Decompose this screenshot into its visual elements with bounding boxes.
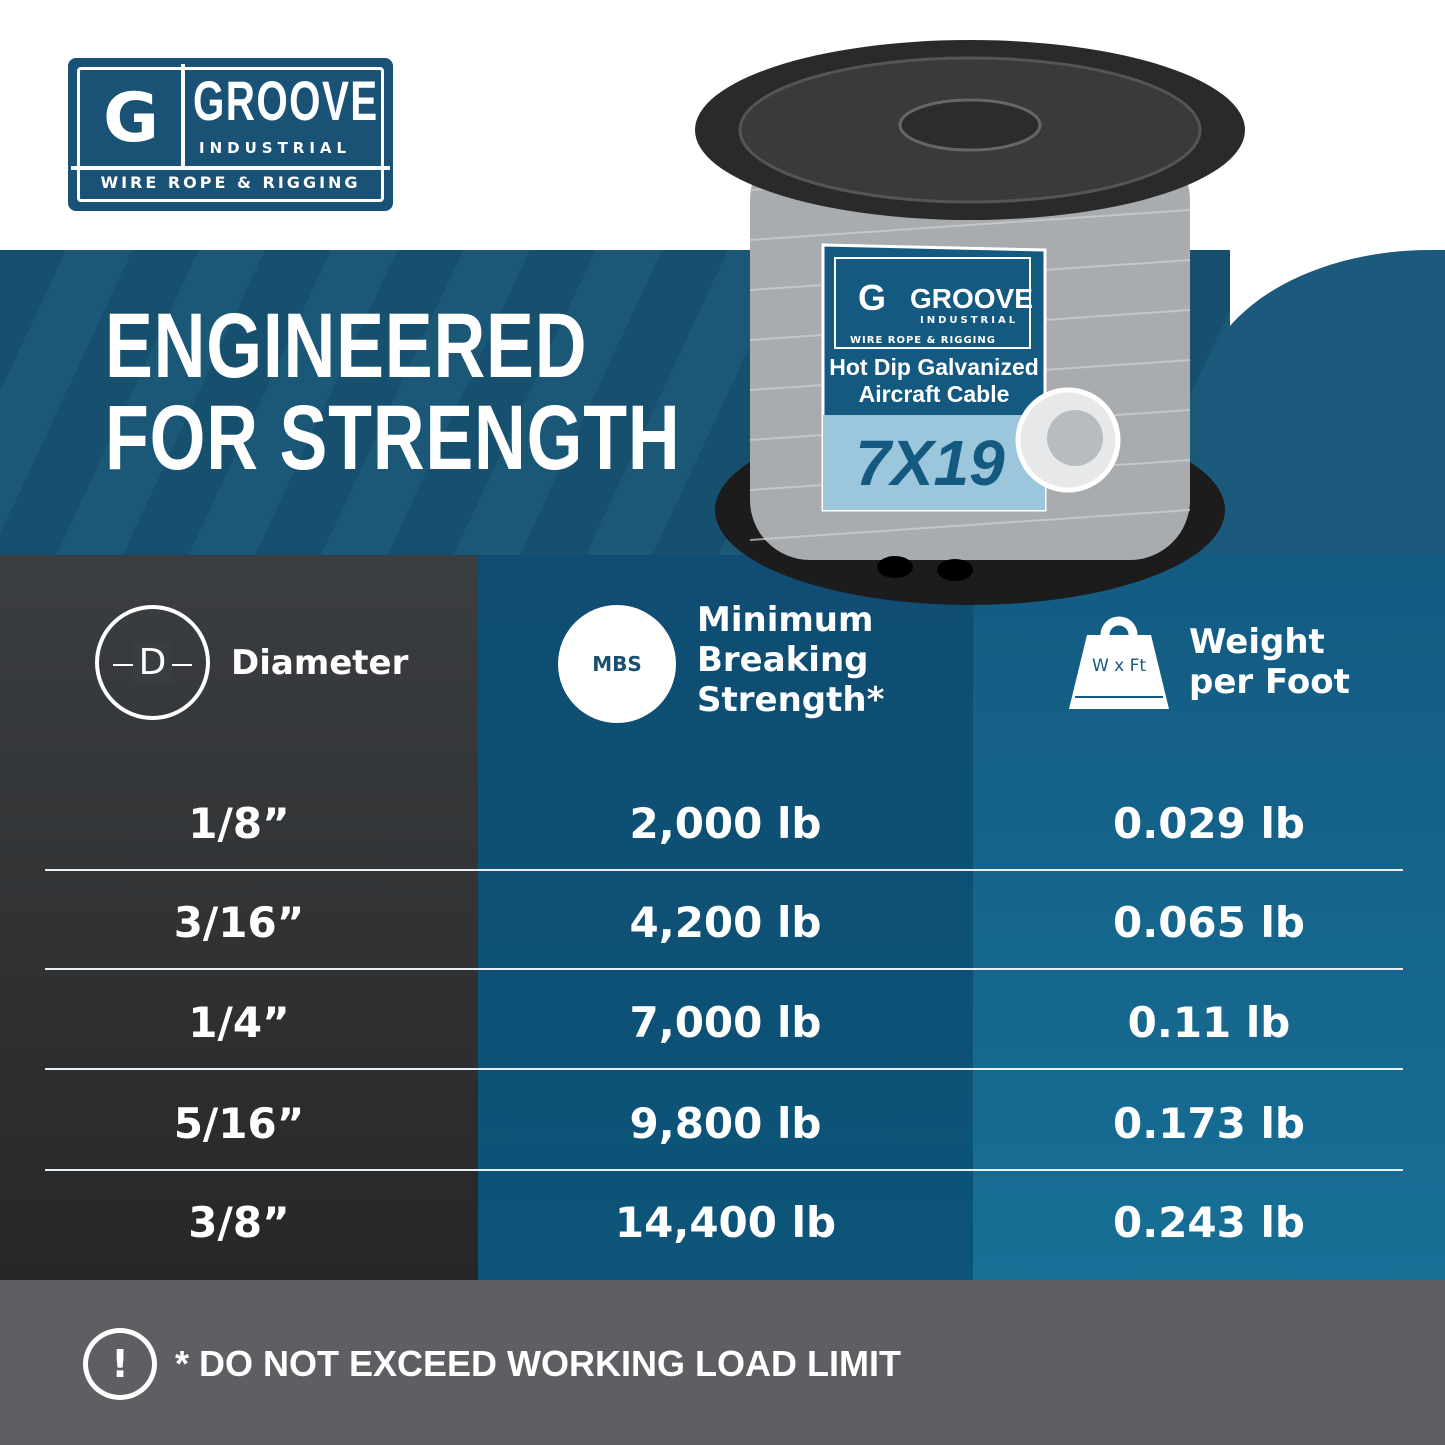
cell-weight: 0.243 lb <box>1113 1197 1305 1247</box>
cell-mbs: 2,000 lb <box>629 798 822 848</box>
header-weight: Weight per Foot <box>1189 622 1350 702</box>
cell-diameter: 3/16” <box>173 897 305 947</box>
cell-mbs: 7,000 lb <box>629 997 822 1047</box>
mbs-icon: MBS <box>558 605 676 723</box>
table-row: 1/8” 2,000 lb 0.029 lb <box>0 773 1445 873</box>
diameter-icon: D <box>95 605 210 720</box>
warning-text: * DO NOT EXCEED WORKING LOAD LIMIT <box>175 1343 901 1384</box>
label-brand: GROOVE <box>910 283 1033 314</box>
label-construction: 7X19 <box>855 427 1005 499</box>
cell-mbs: 4,200 lb <box>629 897 822 947</box>
footer-bar <box>0 1280 1445 1445</box>
cell-mbs: 14,400 lb <box>614 1197 837 1247</box>
label-line1: Hot Dip Galvanized <box>829 354 1039 380</box>
cell-mbs: 9,800 lb <box>629 1098 822 1148</box>
logo-sub: INDUSTRIAL <box>199 139 352 157</box>
row-divider <box>45 968 1403 970</box>
diameter-column <box>0 555 478 1280</box>
cell-weight: 0.029 lb <box>1113 798 1305 848</box>
label-line2: Aircraft Cable <box>859 381 1010 407</box>
svg-text:G: G <box>858 277 886 318</box>
cell-weight: 0.173 lb <box>1113 1098 1305 1148</box>
table-row: 5/16” 9,800 lb 0.173 lb <box>0 1073 1445 1173</box>
weight-column <box>973 555 1445 1280</box>
cell-diameter: 1/8” <box>188 798 290 848</box>
cable-spool-image: GROOVE G GROOVE INDUSTRIAL WIRE ROPE & R… <box>695 40 1245 605</box>
cell-weight: 0.11 lb <box>1127 997 1291 1047</box>
cell-weight: 0.065 lb <box>1113 897 1305 947</box>
row-divider <box>45 1068 1403 1070</box>
row-divider <box>45 1169 1403 1171</box>
row-divider <box>45 869 1403 871</box>
groove-logo: G GROOVE INDUSTRIAL WIRE ROPE & RIGGING <box>68 58 393 211</box>
label-sub: INDUSTRIAL <box>920 315 1018 326</box>
warning-speech-icon: ! <box>83 1328 157 1400</box>
header-diameter: Diameter <box>231 643 409 683</box>
weight-icon: W x Ft <box>1069 616 1169 709</box>
svg-text:W x Ft: W x Ft <box>1092 656 1146 676</box>
table-row: 3/8” 14,400 lb 0.243 lb <box>0 1172 1445 1272</box>
table-row: 3/16” 4,200 lb 0.065 lb <box>0 872 1445 972</box>
label-tag: WIRE ROPE & RIGGING <box>850 335 996 346</box>
table-row: 1/4” 7,000 lb 0.11 lb <box>0 972 1445 1072</box>
headline: ENGINEERED FOR STRENGTH <box>105 295 681 489</box>
logo-brand: GROOVE <box>193 69 379 132</box>
cell-diameter: 1/4” <box>188 997 290 1047</box>
cell-diameter: 5/16” <box>173 1098 305 1148</box>
logo-g-mark: G <box>83 71 179 165</box>
header-mbs: Minimum Breaking Strength* <box>697 600 885 720</box>
logo-tag: WIRE ROPE & RIGGING <box>100 173 361 192</box>
cell-diameter: 3/8” <box>188 1197 290 1247</box>
